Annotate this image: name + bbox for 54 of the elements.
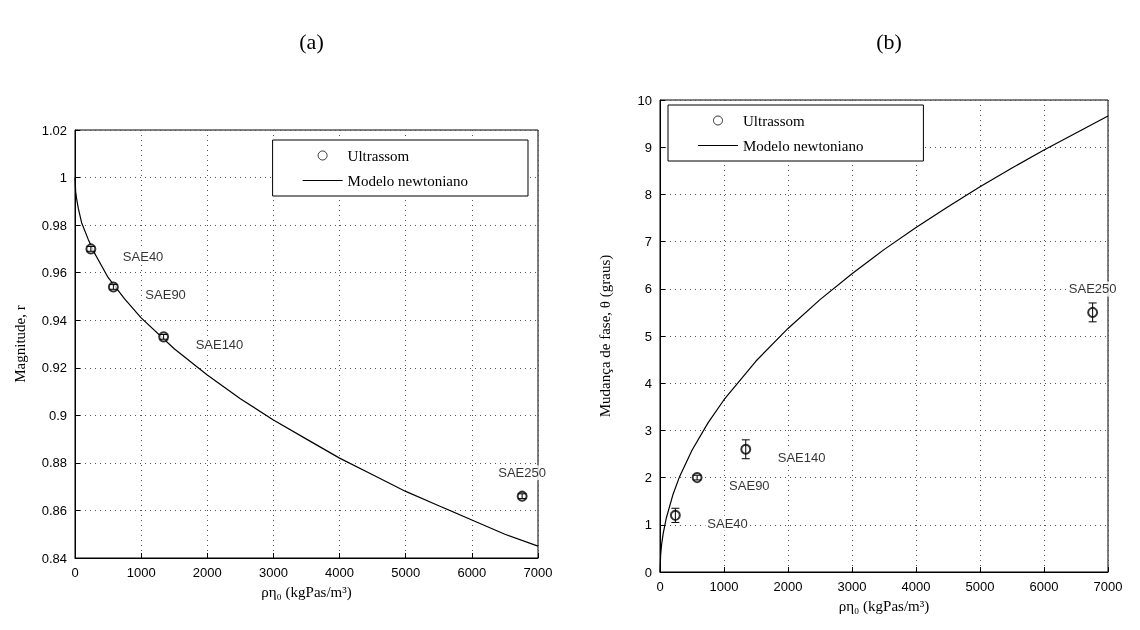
y-tick-label: 0.9 <box>48 407 67 423</box>
x-tick-label: 2000 <box>192 565 222 580</box>
annotation: SAE250 <box>498 465 546 481</box>
y-tick-label: 2 <box>644 470 652 486</box>
legend-label: Modelo newtoniano <box>347 172 469 189</box>
y-axis-title: Mudança de fase, θ (graus) <box>596 254 614 418</box>
y-tick-label: 1 <box>59 170 67 186</box>
y-tick-label: 8 <box>644 186 652 202</box>
y-tick-label: 5 <box>644 328 652 344</box>
x-tick-label: 1000 <box>126 565 156 580</box>
legend-label: Ultrassom <box>743 112 805 129</box>
annotation: SAE90 <box>145 287 186 303</box>
x-tick-label: 0 <box>656 579 664 594</box>
y-tick-label: 0.98 <box>41 217 67 233</box>
x-tick-label: 0 <box>71 565 79 580</box>
x-tick-label: 1000 <box>709 579 739 594</box>
x-tick-label: 5000 <box>391 565 421 580</box>
x-axis-title: ρη₀ (kgPas/m³) <box>838 597 930 615</box>
y-tick-label: 10 <box>637 92 652 108</box>
y-tick-label: 3 <box>644 422 652 438</box>
legend-label: Ultrassom <box>347 147 410 164</box>
y-tick-label: 0.94 <box>41 312 67 328</box>
x-tick-label: 6000 <box>457 565 487 580</box>
y-tick-label: 9 <box>644 139 652 155</box>
annotation: SAE90 <box>729 478 770 494</box>
annotation: SAE40 <box>122 249 164 265</box>
x-tick-label: 4000 <box>901 579 931 594</box>
chart-title: (b) <box>876 28 902 54</box>
x-tick-label: 3000 <box>837 579 867 594</box>
x-tick-label: 3000 <box>258 565 288 580</box>
legend-label: Modelo newtoniano <box>743 137 864 154</box>
y-tick-label: 0.92 <box>41 360 67 376</box>
y-tick-label: 1 <box>644 517 652 533</box>
annotation: SAE140 <box>777 449 826 465</box>
y-tick-label: 0.84 <box>41 550 67 566</box>
chart-title: (a) <box>299 28 324 54</box>
annotation: SAE140 <box>195 337 244 353</box>
x-tick-label: 4000 <box>325 565 355 580</box>
x-tick-label: 5000 <box>965 579 995 594</box>
x-tick-label: 6000 <box>1029 579 1059 594</box>
y-tick-label: 1.02 <box>41 122 67 138</box>
y-tick-label: 6 <box>644 281 652 297</box>
annotation: SAE40 <box>707 515 748 531</box>
annotation: SAE250 <box>1068 281 1117 297</box>
y-tick-label: 0.88 <box>41 455 67 471</box>
x-tick-label: 2000 <box>773 579 803 594</box>
y-tick-label: 4 <box>644 375 652 391</box>
y-tick-label: 0.96 <box>41 265 67 281</box>
x-tick-label: 7000 <box>523 565 553 580</box>
y-tick-label: 0.86 <box>41 502 67 518</box>
x-tick-label: 7000 <box>1093 579 1123 594</box>
y-axis-title: Magnitude, r <box>11 305 28 383</box>
x-axis-title: ρη₀ (kgPas/m³) <box>261 583 352 601</box>
y-tick-label: 7 <box>644 234 652 250</box>
